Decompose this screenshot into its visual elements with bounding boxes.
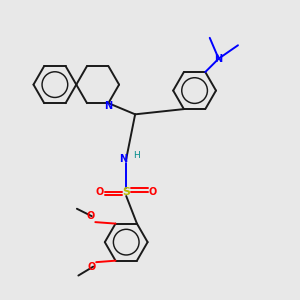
Text: N: N: [214, 54, 223, 64]
Text: N: N: [119, 154, 127, 164]
Text: H: H: [133, 152, 140, 160]
Text: O: O: [88, 262, 96, 272]
Text: S: S: [122, 187, 130, 196]
Text: N: N: [104, 101, 112, 111]
Text: O: O: [149, 187, 157, 196]
Text: O: O: [95, 187, 104, 196]
Text: O: O: [86, 211, 94, 221]
